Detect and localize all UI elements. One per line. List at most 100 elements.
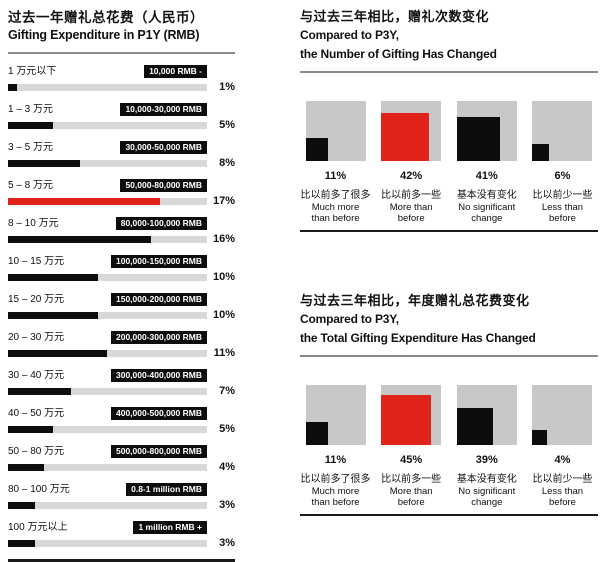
spend-chart-title-en-1: Compared to P3Y, — [300, 312, 399, 326]
range-label-cn: 100 万元以上 — [8, 522, 68, 533]
square-category-label: 比以前少一些 Less than before — [532, 189, 592, 225]
left-bottom-divider — [8, 559, 235, 562]
expenditure-row-header: 5 – 8 万元 50,000-80,000 RMB — [8, 179, 235, 192]
bar-value-label: 10% — [212, 309, 235, 321]
spend-bottom-divider — [300, 513, 598, 516]
category-label-cn: 比以前多了很多 — [300, 189, 371, 201]
expenditure-row: 20 – 30 万元 200,000-300,000 RMB 11% — [8, 331, 235, 359]
expenditure-row: 40 – 50 万元 400,000-500,000 RMB 5% — [8, 407, 235, 435]
range-label-cn: 1 万元以下 — [8, 66, 57, 77]
range-label-cn: 20 – 30 万元 — [8, 332, 65, 343]
bar-fill — [8, 197, 161, 205]
square-bar-column: 45% 比以前多一些 More than before — [376, 384, 447, 509]
category-label-en: before — [549, 497, 576, 508]
square-value-label: 6% — [554, 169, 571, 182]
square-category-label: 比以前多了很多 Much more than before — [301, 473, 371, 509]
square-fill — [456, 407, 494, 445]
range-badge-en: 80,000-100,000 RMB — [115, 217, 207, 230]
expenditure-bar-line: 11% — [8, 347, 235, 359]
expenditure-row: 15 – 20 万元 150,000-200,000 RMB 10% — [8, 293, 235, 321]
category-label-cn: 基本没有变化 — [456, 189, 517, 201]
expenditure-rows: 1 万元以下 10,000 RMB - 1% 1 – 3 万元 10,000-30,00… — [8, 65, 235, 549]
bar-fill — [8, 539, 35, 547]
bar-track — [8, 311, 207, 319]
square-value-label: 4% — [554, 453, 571, 466]
category-label-en: More than — [389, 201, 433, 213]
bar-track — [8, 197, 207, 205]
range-label-cn: 3 – 5 万元 — [8, 142, 54, 153]
range-badge-en: 100,000-150,000 RMB — [110, 255, 207, 268]
square-category-label: 比以前多一些 More than before — [381, 473, 441, 509]
category-label-cn: 比以前多一些 — [381, 189, 442, 201]
expenditure-row: 8 – 10 万元 80,000-100,000 RMB 16% — [8, 217, 235, 245]
bar-fill — [8, 387, 71, 395]
range-badge-en: 300,000-400,000 RMB — [110, 369, 207, 382]
spend-chart-title-en-2: the Total Gifting Expenditure Has Change… — [300, 331, 536, 345]
square-fill — [305, 421, 329, 445]
square-fill — [532, 430, 547, 445]
square-track — [456, 100, 517, 161]
expenditure-row-header: 80 – 100 万元 0.8-1 million RMB — [8, 483, 235, 496]
expenditure-chart: 过去一年赠礼总花费（人民币） Gifting Expenditure in P1… — [8, 8, 235, 562]
bar-track — [8, 425, 207, 433]
expenditure-row-header: 3 – 5 万元 30,000-50,000 RMB — [8, 141, 235, 154]
bar-value-label: 11% — [213, 347, 235, 359]
category-label-cn: 比以前多了很多 — [300, 473, 371, 485]
square-fill — [381, 394, 431, 445]
category-label-en: Less than — [541, 485, 584, 497]
comparison-charts: 与过去三年相比，赠礼次数变化 Compared to P3Y, the Numb… — [300, 8, 598, 562]
square-track — [381, 384, 442, 445]
expenditure-bar-line: 4% — [8, 461, 235, 473]
bar-track — [8, 539, 207, 547]
bar-value-label: 4% — [219, 461, 235, 473]
count-title-divider — [300, 71, 598, 73]
range-label-cn: 10 – 15 万元 — [8, 256, 65, 267]
expenditure-bar-line: 3% — [8, 499, 235, 511]
range-badge-en: 1 million RMB + — [133, 521, 207, 534]
square-fill — [305, 137, 329, 161]
count-bottom-divider — [300, 229, 598, 232]
gifting-expenditure-change-chart: 与过去三年相比，年度赠礼总花费变化 Compared to P3Y, the T… — [300, 292, 598, 516]
square-value-label: 45% — [400, 453, 423, 466]
spend-chart-columns: 11% 比以前多了很多 Much more than before 45% 比以前多一些 M… — [300, 384, 598, 509]
bar-fill — [8, 425, 53, 433]
range-label-cn: 5 – 8 万元 — [8, 180, 54, 191]
count-chart-title-en-1: Compared to P3Y, — [300, 28, 399, 42]
expenditure-row-header: 1 万元以下 10,000 RMB - — [8, 65, 235, 78]
bar-track — [8, 83, 207, 91]
square-value-label: 39% — [475, 453, 498, 466]
expenditure-row-header: 30 – 40 万元 300,000-400,000 RMB — [8, 369, 235, 382]
bar-fill — [8, 121, 53, 129]
square-category-label: 比以前多一些 More than before — [381, 189, 441, 225]
range-label-cn: 8 – 10 万元 — [8, 218, 59, 229]
expenditure-row: 1 万元以下 10,000 RMB - 1% — [8, 65, 235, 93]
range-label-cn: 40 – 50 万元 — [8, 408, 65, 419]
square-value-label: 42% — [400, 169, 423, 182]
left-chart-title-cn: 过去一年赠礼总花费（人民币） — [8, 10, 204, 25]
bar-value-label: 5% — [219, 119, 235, 131]
square-track — [532, 100, 593, 161]
expenditure-bar-line: 10% — [8, 309, 235, 321]
square-value-label: 11% — [324, 169, 347, 182]
bar-track — [8, 273, 207, 281]
category-label-en: before — [549, 213, 576, 224]
expenditure-bar-line: 1% — [8, 81, 235, 93]
expenditure-row: 5 – 8 万元 50,000-80,000 RMB 17% — [8, 179, 235, 207]
category-label-en: before — [397, 213, 425, 224]
category-label-en: Much more — [311, 485, 360, 497]
bar-fill — [8, 273, 98, 281]
spend-title-divider — [300, 355, 598, 357]
bar-track — [8, 121, 207, 129]
expenditure-row-header: 10 – 15 万元 100,000-150,000 RMB — [8, 255, 235, 268]
category-label-en: No significant — [458, 485, 516, 497]
expenditure-row-header: 1 – 3 万元 10,000-30,000 RMB — [8, 103, 235, 116]
range-label-cn: 15 – 20 万元 — [8, 294, 65, 305]
category-label-en: change — [471, 213, 503, 224]
expenditure-row: 10 – 15 万元 100,000-150,000 RMB 10% — [8, 255, 235, 283]
bar-value-label: 3% — [219, 499, 235, 511]
category-label-cn: 比以前少一些 — [532, 473, 593, 485]
expenditure-row-header: 15 – 20 万元 150,000-200,000 RMB — [8, 293, 235, 306]
range-label-cn: 1 – 3 万元 — [8, 104, 54, 115]
square-bar-column: 6% 比以前少一些 Less than before — [527, 100, 598, 225]
expenditure-row: 3 – 5 万元 30,000-50,000 RMB 8% — [8, 141, 235, 169]
